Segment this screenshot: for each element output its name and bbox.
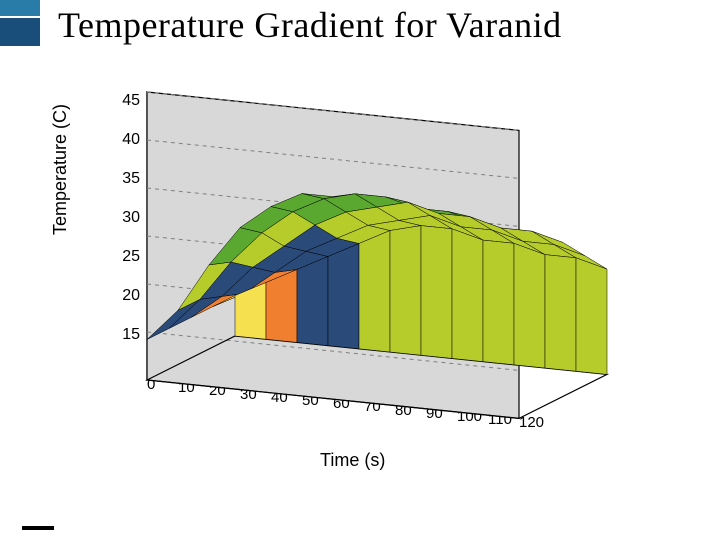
y-tick: 45 bbox=[110, 92, 140, 110]
y-tick: 20 bbox=[110, 287, 140, 305]
y-tick: 25 bbox=[110, 248, 140, 266]
y-axis-label: Temperature (C) bbox=[50, 104, 71, 235]
footer-mark bbox=[22, 526, 54, 530]
chart-3d-surface: Temperature (C) Time (s) 15202530354045 … bbox=[55, 90, 655, 490]
page-title: Temperature Gradient for Varanid bbox=[58, 4, 562, 46]
y-tick: 40 bbox=[110, 131, 140, 149]
x-axis-label: Time (s) bbox=[320, 450, 385, 471]
logo-bar-1 bbox=[0, 0, 40, 16]
logo-bar-2 bbox=[0, 18, 40, 46]
y-tick: 30 bbox=[110, 209, 140, 227]
y-tick: 15 bbox=[110, 326, 140, 344]
logo-mark bbox=[0, 0, 40, 60]
y-tick: 35 bbox=[110, 170, 140, 188]
surface-svg bbox=[145, 90, 645, 420]
